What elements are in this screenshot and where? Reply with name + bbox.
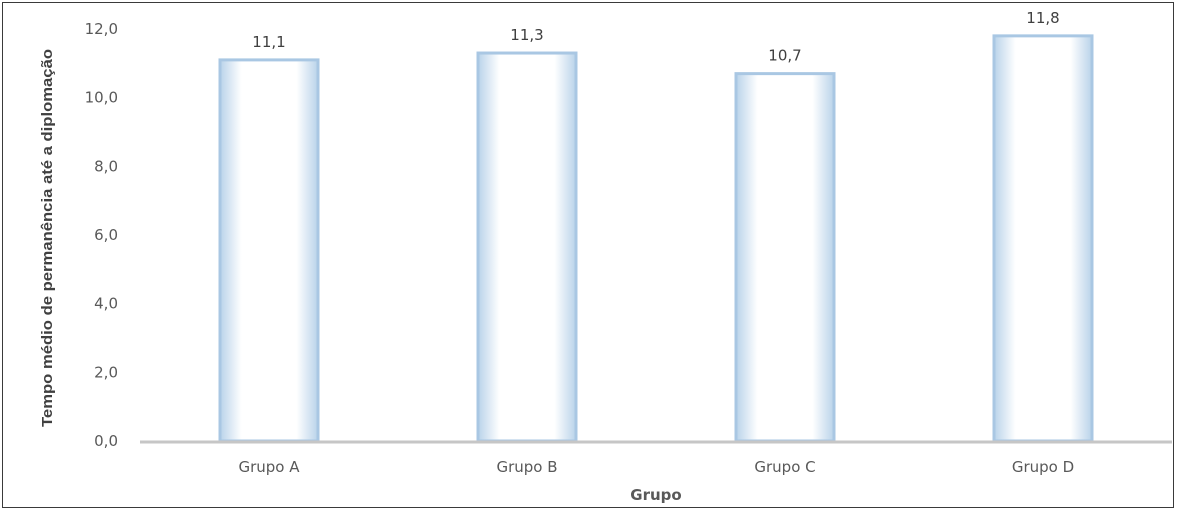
data-label: 11,3 bbox=[510, 26, 543, 44]
y-tick-label: 4,0 bbox=[94, 295, 118, 313]
x-category-label: Grupo B bbox=[496, 458, 557, 476]
bar bbox=[476, 51, 578, 443]
data-label: 11,1 bbox=[252, 33, 285, 51]
bar bbox=[992, 34, 1094, 443]
x-category-label: Grupo C bbox=[754, 458, 815, 476]
data-label: 10,7 bbox=[768, 47, 801, 65]
x-category-label: Grupo A bbox=[238, 458, 300, 476]
bar bbox=[218, 58, 320, 443]
y-tick-label: 2,0 bbox=[94, 363, 118, 381]
y-tick-label: 6,0 bbox=[94, 226, 118, 244]
y-axis-title: Tempo médio de permanência até a diploma… bbox=[39, 49, 56, 427]
data-label: 11,8 bbox=[1026, 9, 1059, 27]
y-tick-label: 10,0 bbox=[85, 89, 118, 107]
y-tick-label: 8,0 bbox=[94, 157, 118, 175]
x-category-label: Grupo D bbox=[1012, 458, 1074, 476]
y-tick-label: 0,0 bbox=[94, 432, 118, 450]
x-axis-title: Grupo bbox=[630, 486, 681, 504]
bar bbox=[734, 72, 836, 443]
y-tick-label: 12,0 bbox=[85, 20, 118, 38]
